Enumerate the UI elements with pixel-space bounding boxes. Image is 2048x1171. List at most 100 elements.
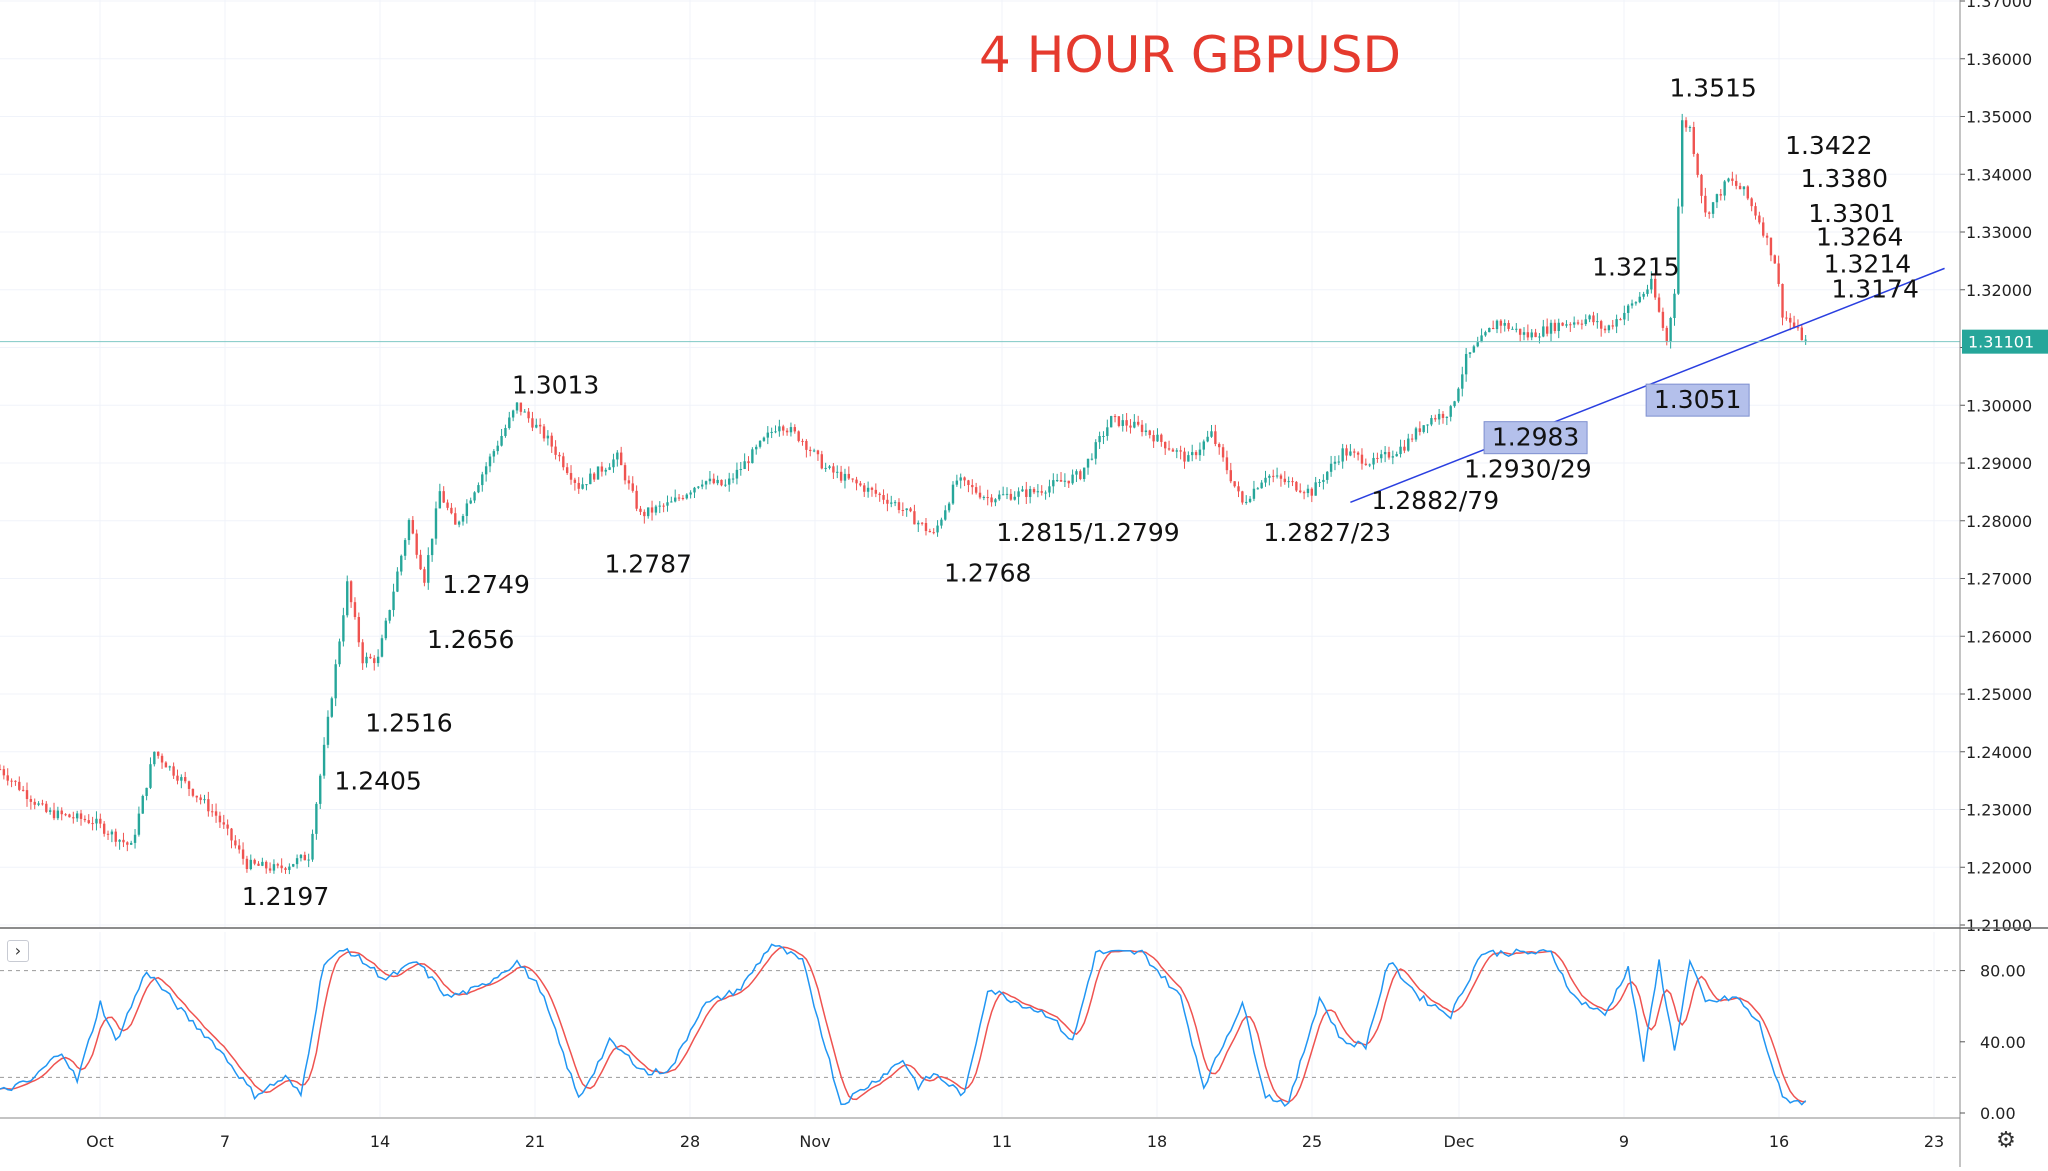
candle-body <box>592 473 596 480</box>
candle-body <box>878 493 881 496</box>
collapse-pane-button[interactable]: › <box>7 940 29 962</box>
candle-body <box>1526 332 1530 338</box>
candle-body <box>238 845 241 850</box>
candle-body <box>241 849 245 859</box>
candle-body <box>1491 327 1495 330</box>
candle-body <box>1017 491 1020 497</box>
candle-body <box>1735 180 1738 186</box>
candle-body <box>207 799 210 812</box>
candle-body <box>504 428 507 436</box>
candle-body <box>639 508 642 512</box>
candle-body <box>905 508 908 511</box>
candle-body <box>91 823 94 825</box>
candle-body <box>874 489 878 494</box>
candle-body <box>1287 481 1290 483</box>
candle-body <box>1576 322 1580 324</box>
candle-body <box>1511 328 1514 330</box>
candle-body <box>1464 353 1468 375</box>
candle-body <box>824 467 827 469</box>
candle-body <box>1704 195 1707 213</box>
candle-body <box>160 755 164 763</box>
candle-body <box>1094 442 1097 459</box>
candle-body <box>1302 492 1306 494</box>
price-tick-label: 1.34000 <box>1966 165 2032 184</box>
candle-body <box>577 482 580 489</box>
stoch-k-line <box>0 943 1807 1107</box>
candle-body <box>1723 181 1726 196</box>
candle-body <box>1337 461 1341 463</box>
candle-body <box>1534 332 1537 338</box>
candle-body <box>141 795 144 814</box>
price-annotation: 1.2768 <box>944 558 1031 587</box>
candle-body <box>604 469 607 472</box>
candle-body <box>226 824 229 829</box>
candle-body <box>1758 215 1761 223</box>
candle-body <box>473 492 476 501</box>
candle-body <box>373 658 376 664</box>
candle-body <box>33 801 36 805</box>
candle-body <box>720 479 723 486</box>
candle-body <box>438 491 442 509</box>
candle-body <box>1503 322 1506 326</box>
candle-body <box>1391 456 1395 458</box>
candle-body <box>1387 451 1391 458</box>
candle-body <box>249 859 252 870</box>
candle-body <box>484 466 488 475</box>
candle-body <box>1673 293 1676 318</box>
candle-body <box>735 469 739 479</box>
candle-body <box>1561 322 1564 326</box>
candle-body <box>276 864 279 866</box>
candle-body <box>623 465 627 481</box>
price-tick-label: 1.28000 <box>1966 512 2032 531</box>
candle-body <box>920 522 924 524</box>
candle-body <box>87 820 90 824</box>
candle-body <box>782 426 785 431</box>
candle-body <box>106 833 110 835</box>
candle-body <box>122 839 125 843</box>
price-annotation: 1.3380 <box>1801 164 1888 193</box>
candle-body <box>326 716 330 745</box>
candle-body <box>635 490 638 509</box>
candle-body <box>1136 421 1140 425</box>
candle-body <box>446 502 449 508</box>
candle-body <box>1229 470 1232 482</box>
candle-body <box>1148 430 1151 436</box>
stoch-tick-label: 0.00 <box>1980 1104 2016 1123</box>
price-annotation: 1.2197 <box>242 882 329 911</box>
candle-body <box>430 538 434 556</box>
candle-body <box>1256 488 1259 490</box>
candle-body <box>1426 424 1429 426</box>
candle-body <box>870 487 874 490</box>
candle-body <box>1611 325 1614 327</box>
settings-gear-icon[interactable]: ⚙ <box>1996 1128 2016 1153</box>
candle-body <box>724 484 727 486</box>
candle-body <box>1252 488 1256 499</box>
candle-body <box>1677 206 1680 294</box>
candle-body <box>600 466 604 472</box>
time-tick-label: Oct <box>86 1132 114 1151</box>
price-tick-label: 1.26000 <box>1966 627 2032 646</box>
candle-body <box>342 615 345 642</box>
candle-body <box>924 522 928 532</box>
candle-body <box>292 864 295 867</box>
candle-body <box>1762 222 1765 236</box>
candle-body <box>1800 327 1804 341</box>
candle-body <box>261 861 264 866</box>
candle-body <box>1569 324 1572 326</box>
candle-body <box>1731 178 1734 181</box>
candle-body <box>851 478 854 480</box>
candle-body <box>1028 488 1032 497</box>
candle-body <box>133 834 137 843</box>
candle-body <box>1071 474 1074 484</box>
candle-body <box>666 502 669 506</box>
price-annotation: 1.3174 <box>1831 274 1918 303</box>
candle-body <box>376 656 380 664</box>
candle-body <box>419 554 422 570</box>
candle-body <box>1773 255 1776 264</box>
candle-body <box>380 638 384 657</box>
candle-body <box>369 656 372 659</box>
candle-body <box>947 503 951 511</box>
price-annotation: 1.2983 <box>1492 423 1579 452</box>
